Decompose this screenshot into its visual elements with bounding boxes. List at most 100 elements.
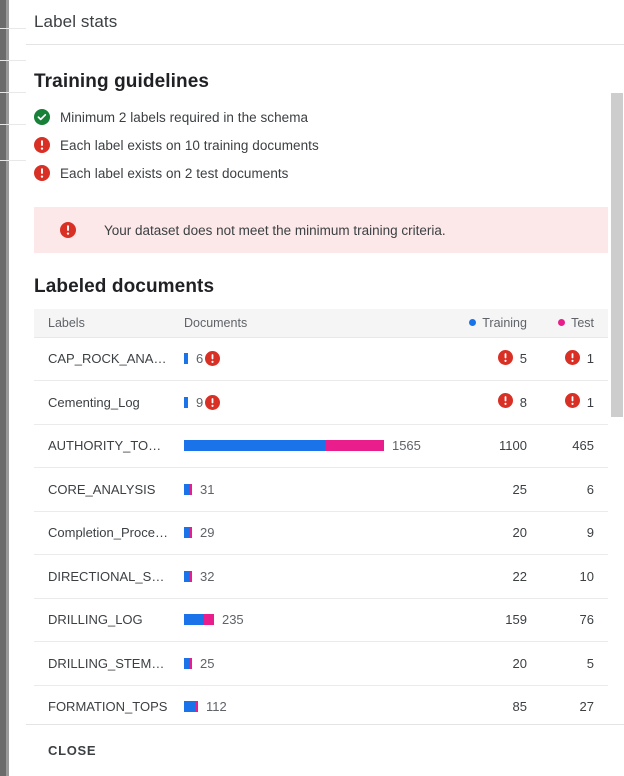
error-icon — [205, 394, 221, 410]
row-training-cell: 25 — [429, 467, 535, 512]
table-row[interactable]: CAP_ROCK_ANALY… 6 5 1 — [34, 337, 608, 381]
documents-bar — [183, 353, 188, 365]
body-scrollbar-track[interactable] — [610, 45, 624, 724]
row-label: FORMATION_TOPS — [34, 685, 176, 724]
training-count: 20 — [512, 525, 527, 541]
column-header-documents[interactable]: Documents — [175, 309, 430, 338]
guideline-text: Minimum 2 labels required in the schema — [60, 109, 309, 125]
column-header-test[interactable]: Test — [534, 309, 608, 338]
documents-total: 112 — [205, 699, 227, 715]
dialog-body-scroll-area[interactable]: Training guidelines Minimum 2 labels req… — [26, 45, 624, 724]
table-row[interactable]: CORE_ANALYSIS 31 25 6 — [34, 467, 608, 512]
documents-total: 9 — [195, 394, 204, 410]
row-label: DRILLING_LOG — [34, 598, 176, 642]
row-test-cell: 27 — [534, 685, 608, 724]
guideline-item: Each label exists on 10 training documen… — [34, 133, 608, 157]
bar-segment-training — [183, 440, 325, 452]
table-header-row: Labels Documents Training Test — [34, 309, 608, 338]
row-test-cell: 1 — [534, 337, 608, 381]
check-circle-icon — [34, 109, 50, 125]
row-label: Completion_Proce… — [34, 511, 176, 555]
error-icon — [205, 351, 221, 367]
table-row[interactable]: DRILLING_LOG 235 159 76 — [34, 598, 608, 642]
table-row[interactable]: Completion_Proce… 29 20 9 — [34, 511, 608, 555]
documents-total: 29 — [199, 525, 215, 541]
dialog-title: Label stats — [34, 12, 118, 31]
column-header-training-label: Training — [482, 315, 527, 330]
training-guidelines-list: Minimum 2 labels required in the schema E… — [34, 105, 608, 185]
row-test-cell: 10 — [534, 554, 608, 599]
row-training-cell: 5 — [429, 337, 535, 381]
table-row[interactable]: DIRECTIONAL_SUR… 32 22 10 — [34, 554, 608, 599]
bar-segment-training — [183, 353, 187, 365]
bar-segment-training — [183, 657, 190, 669]
close-button[interactable]: CLOSE — [40, 735, 104, 766]
column-header-labels[interactable]: Labels — [34, 309, 176, 338]
row-test-cell: 6 — [534, 467, 608, 512]
documents-total: 235 — [221, 612, 244, 628]
test-count: 1 — [586, 351, 594, 367]
row-training-cell: 159 — [429, 598, 535, 642]
row-documents-cell: 112 — [175, 685, 430, 724]
table-row[interactable]: AUTHORITY_TO_D… 1565 1100 465 — [34, 424, 608, 468]
test-count: 27 — [579, 699, 594, 715]
row-test-cell: 465 — [534, 424, 608, 468]
row-training-cell: 1100 — [429, 424, 535, 468]
error-icon — [497, 349, 513, 368]
page-backdrop — [0, 0, 26, 776]
documents-total: 32 — [199, 568, 215, 584]
bar-segment-test — [324, 440, 384, 452]
bar-segment-test — [203, 614, 214, 626]
documents-total: 6 — [195, 351, 204, 367]
row-label: DIRECTIONAL_SUR… — [34, 554, 176, 599]
guideline-item: Each label exists on 2 test documents — [34, 161, 608, 185]
row-training-cell: 8 — [429, 380, 535, 425]
documents-bar — [183, 657, 192, 669]
row-documents-cell: 29 — [175, 511, 430, 555]
row-test-cell: 76 — [534, 598, 608, 642]
bar-segment-test — [186, 396, 188, 408]
column-header-training[interactable]: Training — [429, 309, 535, 338]
bar-segment-test — [189, 570, 192, 582]
documents-total: 31 — [199, 481, 215, 497]
row-training-cell: 85 — [429, 685, 535, 724]
error-icon — [564, 393, 580, 411]
column-header-test-label: Test — [571, 315, 594, 330]
training-count: 8 — [519, 394, 527, 410]
row-training-cell: 22 — [429, 554, 535, 599]
documents-total: 1565 — [391, 438, 421, 454]
test-count: 9 — [586, 525, 594, 541]
bar-segment-test — [189, 483, 192, 495]
row-label: AUTHORITY_TO_D… — [34, 424, 176, 468]
documents-bar — [183, 483, 192, 495]
table-header: Labels Documents Training Test — [34, 309, 608, 338]
row-label: DRILLING_STEM_L… — [34, 641, 176, 686]
table-row[interactable]: FORMATION_TOPS 112 85 27 — [34, 685, 608, 724]
documents-bar — [183, 701, 198, 713]
training-guidelines-title: Training guidelines — [34, 71, 210, 92]
dialog-header: Label stats — [26, 0, 624, 45]
bar-segment-training — [183, 614, 204, 626]
row-documents-cell: 25 — [175, 641, 430, 686]
documents-total: 25 — [199, 655, 215, 671]
label-stats-dialog: Label stats Training guidelines Minimum … — [26, 0, 624, 776]
error-icon — [564, 349, 580, 368]
row-documents-cell: 31 — [175, 467, 430, 512]
alert-text: Your dataset does not meet the minimum t… — [104, 222, 446, 238]
documents-bar — [183, 570, 192, 582]
test-count: 76 — [579, 612, 594, 628]
table-row[interactable]: DRILLING_STEM_L… 25 20 5 — [34, 641, 608, 686]
row-documents-cell: 235 — [175, 598, 430, 642]
bar-segment-training — [183, 570, 190, 582]
row-test-cell: 5 — [534, 641, 608, 686]
table-row[interactable]: Cementing_Log 9 8 1 — [34, 380, 608, 425]
row-documents-cell: 6 — [175, 337, 430, 381]
test-count: 5 — [586, 655, 594, 671]
training-criteria-alert: Your dataset does not meet the minimum t… — [34, 207, 608, 253]
body-scrollbar-thumb[interactable] — [611, 93, 623, 417]
label-stats-table: Labels Documents Training Test CAP_ROCK_… — [34, 309, 608, 724]
guideline-text: Each label exists on 10 training documen… — [60, 137, 319, 153]
backdrop-edge — [0, 0, 6, 776]
test-count: 6 — [586, 481, 594, 497]
error-icon — [60, 222, 76, 238]
